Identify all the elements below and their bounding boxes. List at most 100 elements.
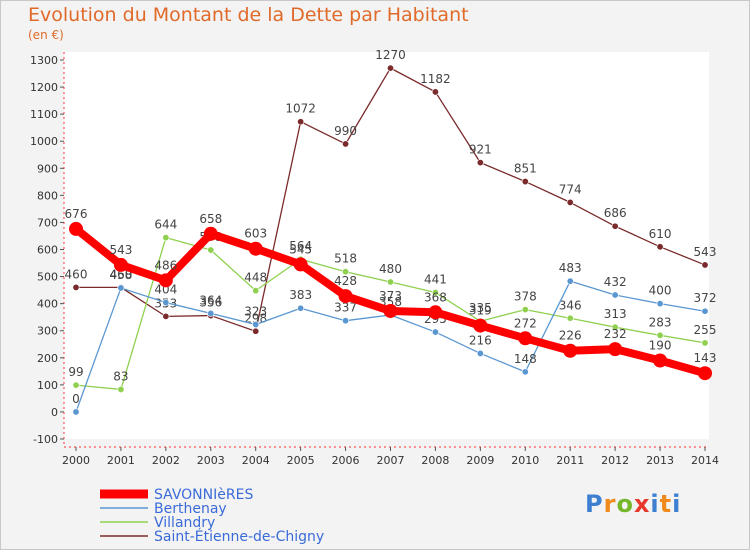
data-point (386, 278, 394, 286)
data-point (162, 234, 170, 242)
data-label: 364 (199, 293, 222, 307)
data-point (611, 222, 619, 230)
data-point (656, 243, 664, 251)
proxiti-logo: Proxiti (585, 490, 682, 518)
data-point (566, 277, 574, 285)
x-tick-label: 2005 (287, 454, 315, 467)
data-label: 458 (109, 268, 132, 282)
y-tick-label: 900 (37, 162, 58, 175)
data-point (248, 241, 263, 256)
data-label: 83 (113, 369, 128, 383)
data-point (342, 140, 350, 148)
data-point (611, 323, 619, 331)
y-tick-label: 1000 (30, 135, 58, 148)
y-tick-label: 600 (37, 244, 58, 257)
data-label: 460 (65, 267, 88, 281)
data-label: 99 (68, 365, 83, 379)
y-tick-label: 700 (37, 216, 58, 229)
data-point (72, 381, 80, 389)
data-point (521, 368, 529, 376)
data-point (476, 159, 484, 167)
y-axis-unit: (en €) (28, 28, 64, 42)
data-label: 346 (559, 298, 582, 312)
data-label: 335 (469, 301, 492, 315)
x-tick-label: 2014 (691, 454, 719, 467)
data-label: 686 (604, 206, 627, 220)
data-point (207, 246, 215, 254)
data-label: 774 (559, 182, 582, 196)
data-point (566, 198, 574, 206)
data-point (158, 273, 173, 288)
data-label: 543 (109, 243, 132, 257)
legend-label: Villandry (154, 515, 215, 531)
data-point (473, 318, 488, 333)
data-point (656, 331, 664, 339)
y-tick-label: 400 (37, 298, 58, 311)
x-tick-label: 2008 (421, 454, 449, 467)
y-tick-label: 100 (37, 379, 58, 392)
data-label: 518 (334, 252, 357, 266)
data-label: 603 (244, 227, 267, 241)
chart-title: Evolution du Montant de la Dette par Hab… (28, 4, 469, 26)
data-point (653, 353, 668, 368)
x-tick-label: 2010 (511, 454, 539, 467)
data-point (521, 178, 529, 186)
data-point (656, 300, 664, 308)
data-point (428, 305, 443, 320)
data-label: 400 (649, 284, 672, 298)
data-point (701, 307, 709, 315)
data-point (566, 314, 574, 322)
y-tick-label: 800 (37, 189, 58, 202)
data-label: 356 (199, 296, 222, 310)
y-tick-label: 500 (37, 271, 58, 284)
data-label: 373 (379, 289, 402, 303)
data-label: 337 (334, 301, 357, 315)
y-tick-label: 1300 (30, 54, 58, 67)
plot-area (64, 52, 709, 439)
data-label: 564 (289, 239, 312, 253)
data-label: 372 (694, 291, 717, 305)
data-point (203, 226, 218, 241)
data-label: 486 (154, 258, 177, 272)
data-point (72, 283, 80, 291)
x-tick-label: 2003 (197, 454, 225, 467)
data-label: 1072 (285, 102, 316, 116)
x-tick-label: 2006 (332, 454, 360, 467)
data-point (431, 88, 439, 96)
data-label: 383 (289, 288, 312, 302)
data-label: 0 (72, 392, 80, 406)
data-point (698, 366, 712, 381)
data-label: 851 (514, 162, 537, 176)
x-tick-label: 2001 (107, 454, 135, 467)
data-point (563, 343, 578, 358)
data-label: 143 (694, 351, 717, 365)
y-tick-label: -100 (33, 433, 58, 446)
data-point (431, 289, 439, 297)
data-point (252, 287, 260, 295)
data-point (297, 118, 305, 126)
data-label: 226 (559, 329, 582, 343)
data-label: 368 (424, 290, 447, 304)
data-label: 990 (334, 124, 357, 138)
data-point (162, 312, 170, 320)
data-point (252, 320, 260, 328)
data-label: 404 (154, 283, 177, 297)
x-tick-label: 2007 (377, 454, 405, 467)
data-point (431, 328, 439, 336)
x-tick-label: 2011 (556, 454, 584, 467)
data-label: 319 (469, 304, 492, 318)
y-tick-label: 1100 (30, 108, 58, 121)
y-tick-label: 200 (37, 352, 58, 365)
data-label: 1270 (375, 48, 406, 62)
data-label: 216 (469, 333, 492, 347)
data-point (518, 331, 533, 346)
legend-label: Saint-Étienne-de-Chigny (154, 528, 324, 545)
data-point (72, 408, 80, 416)
data-label: 428 (334, 274, 357, 288)
data-point (252, 327, 260, 335)
data-point (342, 268, 350, 276)
data-point (162, 299, 170, 307)
data-label: 545 (289, 242, 312, 256)
data-label: 148 (514, 352, 537, 366)
